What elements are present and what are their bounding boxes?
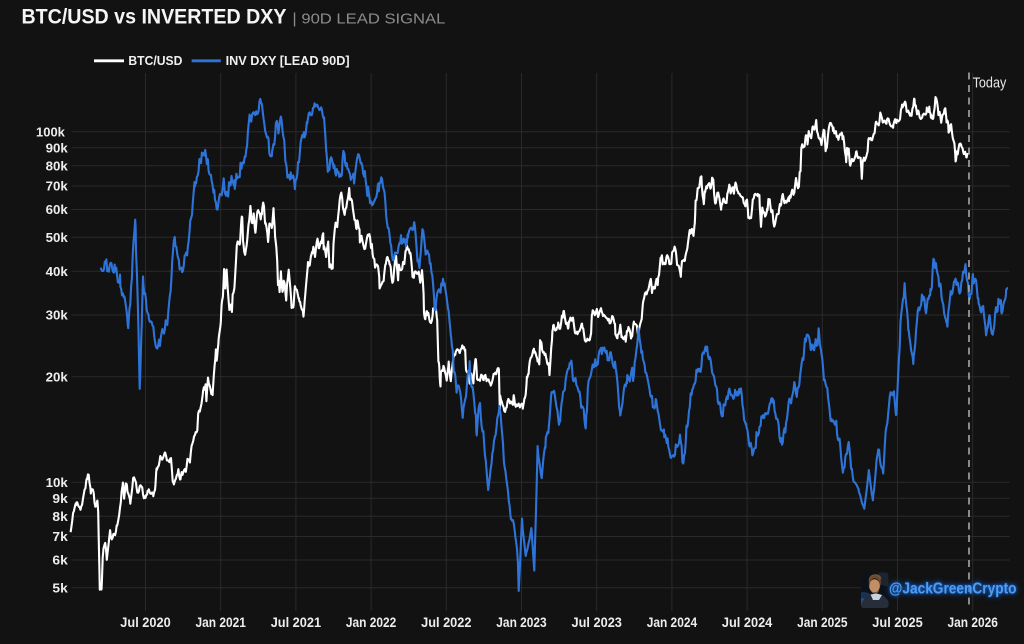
svg-text:10k: 10k [46, 475, 69, 490]
svg-text:Jul 2025: Jul 2025 [872, 615, 922, 631]
svg-text:| 90D LEAD SIGNAL: | 90D LEAD SIGNAL [292, 11, 445, 28]
svg-text:BTC/USD vs INVERTED DXY: BTC/USD vs INVERTED DXY [22, 6, 287, 29]
svg-text:50k: 50k [46, 230, 69, 245]
svg-text:80k: 80k [46, 158, 69, 173]
svg-text:Jan 2024: Jan 2024 [647, 615, 697, 631]
svg-text:Jul 2022: Jul 2022 [421, 615, 471, 631]
svg-text:7k: 7k [52, 529, 68, 544]
svg-text:40k: 40k [46, 264, 69, 279]
svg-text:@JackGreenCrypto: @JackGreenCrypto [889, 581, 1017, 598]
svg-text:INV DXY [LEAD 90D]: INV DXY [LEAD 90D] [226, 54, 350, 68]
svg-text:BTC/USD: BTC/USD [128, 54, 182, 68]
svg-text:Jul 2024: Jul 2024 [722, 615, 772, 631]
svg-text:Jan 2021: Jan 2021 [196, 615, 246, 631]
svg-text:9k: 9k [52, 491, 68, 506]
svg-text:60k: 60k [46, 202, 69, 217]
svg-text:Jan 2025: Jan 2025 [797, 615, 847, 631]
svg-text:Jul 2020: Jul 2020 [120, 615, 170, 631]
svg-text:6k: 6k [52, 553, 68, 568]
svg-text:5k: 5k [52, 580, 68, 595]
svg-text:Jul 2023: Jul 2023 [572, 615, 622, 631]
svg-text:Jan 2026: Jan 2026 [948, 615, 998, 631]
svg-text:30k: 30k [46, 308, 69, 323]
svg-text:70k: 70k [46, 179, 69, 194]
svg-text:20k: 20k [46, 369, 69, 384]
svg-text:Jul 2021: Jul 2021 [271, 615, 321, 631]
svg-text:100k: 100k [36, 124, 65, 139]
svg-text:Jan 2023: Jan 2023 [496, 615, 546, 631]
svg-text:Today: Today [973, 75, 1007, 92]
svg-text:Jan 2022: Jan 2022 [346, 615, 396, 631]
svg-text:90k: 90k [46, 140, 69, 155]
svg-text:8k: 8k [52, 509, 68, 524]
